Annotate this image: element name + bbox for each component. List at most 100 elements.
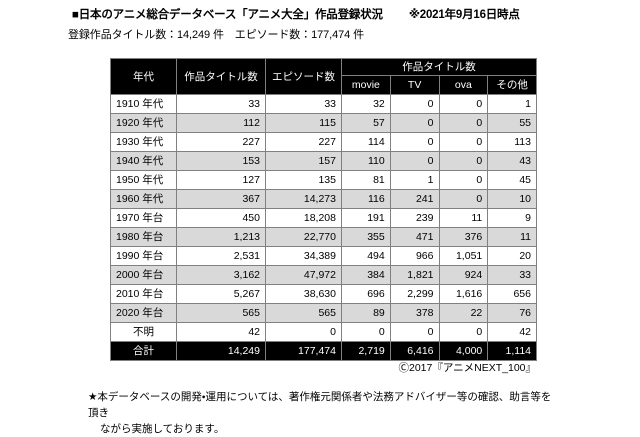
cell-movie: 110 bbox=[341, 151, 391, 171]
cell-titles: 127 bbox=[176, 170, 266, 190]
anime-registration-stats-table: 年代 作品タイトル数 エピソード数 作品タイトル数 movie TV ova そ… bbox=[110, 58, 537, 361]
column-header-era: 年代 bbox=[110, 58, 177, 95]
cell-titles: 1,213 bbox=[176, 227, 266, 247]
cell-era: 1920 年代 bbox=[110, 113, 177, 133]
cell-movie: 116 bbox=[341, 189, 391, 209]
cell-movie: 57 bbox=[341, 113, 391, 133]
cell-era: 2010 年台 bbox=[110, 284, 177, 304]
cell-other: 42 bbox=[487, 322, 537, 342]
cell-tv: 1 bbox=[389, 170, 440, 190]
disclaimer-note: ★本データベースの開発・運用については、著作権元関係者や法務アドバイザー等の確認… bbox=[88, 389, 558, 437]
cell-movie: 696 bbox=[341, 284, 391, 304]
cell-era: 1950 年代 bbox=[110, 170, 177, 190]
cell-total-movie: 2,719 bbox=[341, 341, 391, 361]
cell-other: 43 bbox=[487, 151, 537, 171]
cell-tv: 1,821 bbox=[389, 265, 440, 285]
table-header-group-row: 年代 作品タイトル数 エピソード数 作品タイトル数 bbox=[110, 58, 537, 95]
table-row: 2000 年台 3,162 47,972 384 1,821 924 33 bbox=[110, 265, 537, 285]
cell-episodes: 38,630 bbox=[265, 284, 342, 304]
cell-titles: 5,267 bbox=[176, 284, 266, 304]
column-group-header-title-count: 作品タイトル数 bbox=[341, 58, 537, 76]
table-row: 2010 年台 5,267 38,630 696 2,299 1,616 656 bbox=[110, 284, 537, 304]
table-row: 1980 年台 1,213 22,770 355 471 376 11 bbox=[110, 227, 537, 247]
cell-era: 1960 年代 bbox=[110, 189, 177, 209]
cell-era: 1970 年台 bbox=[110, 208, 177, 228]
cell-ova: 1,616 bbox=[438, 284, 489, 304]
cell-tv: 239 bbox=[389, 208, 440, 228]
cell-total-tv: 6,416 bbox=[389, 341, 440, 361]
table-row: 1940 年代 153 157 110 0 0 43 bbox=[110, 151, 537, 171]
column-header-titles: 作品タイトル数 bbox=[176, 58, 266, 95]
cell-movie: 81 bbox=[341, 170, 391, 190]
cell-total-label: 合計 bbox=[110, 341, 177, 361]
cell-other: 113 bbox=[487, 132, 537, 152]
cell-episodes: 34,389 bbox=[265, 246, 342, 266]
cell-other: 11 bbox=[487, 227, 537, 247]
table-row: 2020 年台 565 565 89 378 22 76 bbox=[110, 303, 537, 323]
cell-ova: 0 bbox=[438, 113, 489, 133]
cell-episodes: 157 bbox=[265, 151, 342, 171]
cell-era: 1940 年代 bbox=[110, 151, 177, 171]
cell-era: 1910 年代 bbox=[110, 94, 177, 114]
summary-counts-line: 登録作品タイトル数：14,249 件 エピソード数：177,474 件 bbox=[68, 29, 365, 41]
cell-episodes: 33 bbox=[265, 94, 342, 114]
table-row: 1970 年台 450 18,208 191 239 11 9 bbox=[110, 208, 537, 228]
cell-ova: 0 bbox=[438, 170, 489, 190]
cell-tv: 0 bbox=[389, 94, 440, 114]
column-header-movie: movie bbox=[341, 75, 391, 95]
cell-titles: 3,162 bbox=[176, 265, 266, 285]
cell-era: 不明 bbox=[110, 322, 177, 342]
cell-era: 2020 年台 bbox=[110, 303, 177, 323]
cell-movie: 384 bbox=[341, 265, 391, 285]
cell-titles: 112 bbox=[176, 113, 266, 133]
cell-other: 20 bbox=[487, 246, 537, 266]
cell-era: 1980 年台 bbox=[110, 227, 177, 247]
cell-episodes: 227 bbox=[265, 132, 342, 152]
cell-tv: 0 bbox=[389, 113, 440, 133]
table-total-row: 合計 14,249 177,474 2,719 6,416 4,000 1,114 bbox=[110, 341, 537, 361]
column-header-other: その他 bbox=[487, 75, 537, 95]
table-row: 1920 年代 112 115 57 0 0 55 bbox=[110, 113, 537, 133]
cell-tv: 0 bbox=[389, 151, 440, 171]
cell-ova: 0 bbox=[438, 151, 489, 171]
table-row: 1990 年台 2,531 34,389 494 966 1,051 20 bbox=[110, 246, 537, 266]
cell-episodes: 0 bbox=[265, 322, 342, 342]
cell-tv: 378 bbox=[389, 303, 440, 323]
page-title: ■日本のアニメ総合データベース「アニメ大全」作品登録状況 bbox=[72, 9, 383, 21]
cell-movie: 114 bbox=[341, 132, 391, 152]
cell-episodes: 18,208 bbox=[265, 208, 342, 228]
cell-other: 45 bbox=[487, 170, 537, 190]
cell-titles: 2,531 bbox=[176, 246, 266, 266]
cell-total-other: 1,114 bbox=[487, 341, 537, 361]
cell-ova: 924 bbox=[438, 265, 489, 285]
cell-episodes: 22,770 bbox=[265, 227, 342, 247]
cell-titles: 565 bbox=[176, 303, 266, 323]
cell-total-titles: 14,249 bbox=[176, 341, 266, 361]
cell-movie: 191 bbox=[341, 208, 391, 228]
cell-other: 656 bbox=[487, 284, 537, 304]
cell-episodes: 47,972 bbox=[265, 265, 342, 285]
cell-other: 76 bbox=[487, 303, 537, 323]
cell-episodes: 135 bbox=[265, 170, 342, 190]
cell-tv: 471 bbox=[389, 227, 440, 247]
table-row: 1930 年代 227 227 114 0 0 113 bbox=[110, 132, 537, 152]
cell-era: 2000 年台 bbox=[110, 265, 177, 285]
disclaimer-note-line-1: ★本データベースの開発・運用については、著作権元関係者や法務アドバイザー等の確認… bbox=[88, 391, 552, 419]
cell-ova: 0 bbox=[438, 94, 489, 114]
cell-movie: 0 bbox=[341, 322, 391, 342]
cell-tv: 0 bbox=[389, 132, 440, 152]
cell-tv: 0 bbox=[389, 322, 440, 342]
table-header-sub-row: movie TV ova その他 bbox=[111, 75, 537, 95]
cell-ova: 0 bbox=[438, 132, 489, 152]
cell-other: 33 bbox=[487, 265, 537, 285]
table-row: 不明 42 0 0 0 0 42 bbox=[110, 322, 537, 342]
column-header-episodes: エピソード数 bbox=[265, 58, 342, 95]
cell-other: 10 bbox=[487, 189, 537, 209]
cell-ova: 22 bbox=[438, 303, 489, 323]
cell-titles: 367 bbox=[176, 189, 266, 209]
column-header-ova: ova bbox=[438, 75, 489, 95]
cell-ova: 376 bbox=[438, 227, 489, 247]
cell-movie: 355 bbox=[341, 227, 391, 247]
cell-movie: 494 bbox=[341, 246, 391, 266]
cell-other: 1 bbox=[487, 94, 537, 114]
